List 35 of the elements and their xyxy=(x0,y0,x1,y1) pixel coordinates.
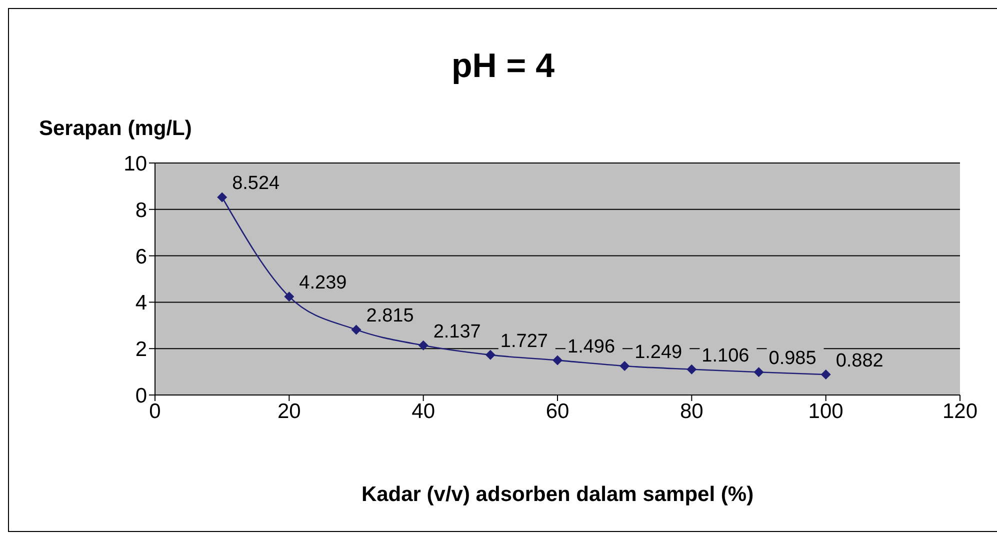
x-tick-label: 120 xyxy=(942,400,978,423)
x-tick-label: 60 xyxy=(546,400,570,423)
y-tick-label: 6 xyxy=(135,245,147,268)
x-axis-title: Kadar (v/v) adsorben dalam sampel (%) xyxy=(360,483,755,507)
point xyxy=(284,292,294,302)
y-axis-title: Serapan (mg/L) xyxy=(39,117,192,141)
point xyxy=(820,370,831,380)
y-tick-label: 0 xyxy=(135,384,147,408)
y-tick-label: 4 xyxy=(135,292,148,315)
data-label: 1.249 xyxy=(634,342,682,364)
data-label: 4.239 xyxy=(299,272,347,294)
point xyxy=(686,364,697,374)
data-label: 1.727 xyxy=(500,330,548,352)
chart-title: pH = 4 xyxy=(450,47,556,86)
x-tick-label: 20 xyxy=(277,400,301,423)
x-tick-label: 100 xyxy=(808,400,844,423)
point xyxy=(552,355,562,366)
y-tick-label: 8 xyxy=(135,198,147,222)
y-tick-label: 10 xyxy=(124,152,147,176)
data-label: 2.815 xyxy=(366,306,414,327)
x-tick-label: 80 xyxy=(680,400,704,423)
point xyxy=(418,340,428,350)
x-tick-label: 40 xyxy=(412,400,436,423)
point xyxy=(754,367,764,378)
data-label: 8.524 xyxy=(232,173,280,194)
data-label: 0.985 xyxy=(768,348,816,370)
point xyxy=(217,192,228,202)
y-tick-label: 2 xyxy=(135,338,147,362)
data-label: 1.496 xyxy=(568,336,616,358)
data-label: 2.137 xyxy=(433,321,481,342)
data-label: 0.882 xyxy=(836,350,884,372)
point xyxy=(620,361,630,372)
data-label: 1.106 xyxy=(702,345,750,366)
point xyxy=(351,324,362,335)
point xyxy=(485,350,496,360)
